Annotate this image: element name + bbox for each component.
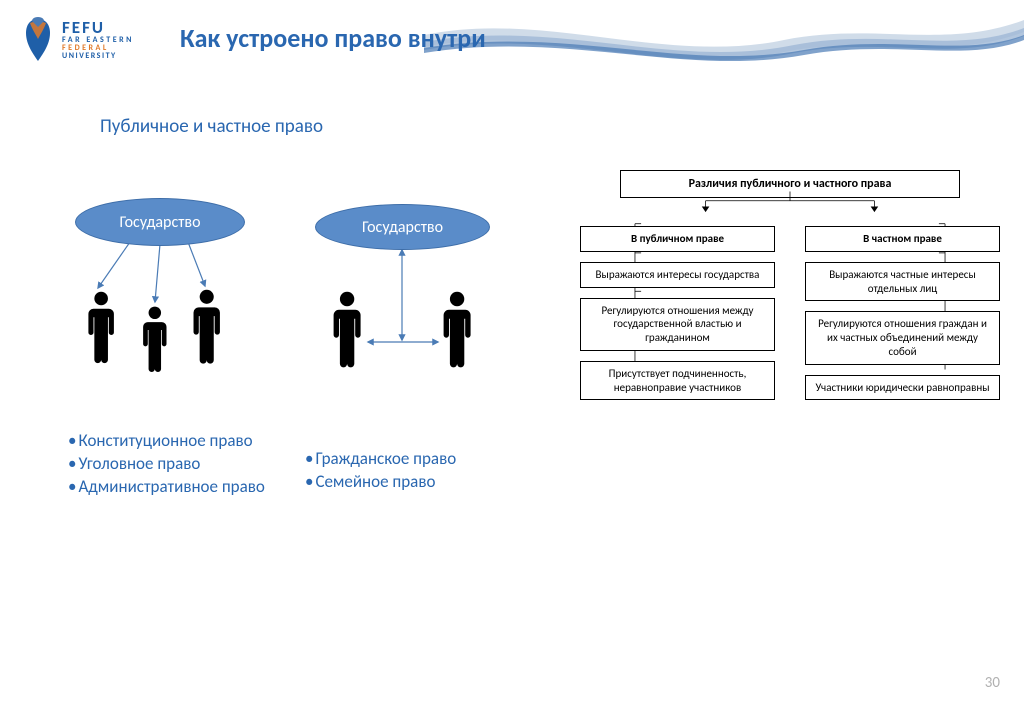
person-icon xyxy=(85,290,117,365)
flowchart-col-header: В публичном праве xyxy=(580,226,775,252)
flowchart-box: Регулируются отношения граждан и их част… xyxy=(805,311,1000,364)
ellipse-state-left: Государство xyxy=(75,198,245,246)
bullet-item: Уголовное право xyxy=(68,453,265,476)
flowchart-box: Участники юридически равноправны xyxy=(805,375,1000,401)
flowchart: Различия публичного и частного права В п… xyxy=(580,170,1000,400)
flowchart-col-header: В частном праве xyxy=(805,226,1000,252)
person-icon xyxy=(190,288,223,365)
flowchart-box: Присутствует подчиненность, неравноправи… xyxy=(580,361,775,401)
person-icon xyxy=(140,305,170,374)
bullets-public-law: Конституционное правоУголовное правоАдми… xyxy=(68,430,265,499)
bullet-item: Конституционное право xyxy=(68,430,265,453)
bullet-item: Семейное право xyxy=(305,471,456,494)
ellipse-state-left-label: Государство xyxy=(119,213,200,232)
logo: FEFU FAR EASTERN FEDERAL UNIVERSITY xyxy=(20,15,134,63)
header-wave xyxy=(424,0,1024,90)
diagram-area: Государство Государство xyxy=(60,180,540,410)
page-number: 30 xyxy=(985,674,1000,692)
ellipse-state-right-label: Государство xyxy=(362,218,443,237)
flowchart-box: Выражаются частные интересы отдельных ли… xyxy=(805,262,1000,302)
logo-line3: UNIVERSITY xyxy=(62,52,134,60)
bullet-item: Административное право xyxy=(68,476,265,499)
bullets-private-law: Гражданское правоСемейное право xyxy=(305,448,456,494)
flowchart-box: Выражаются интересы государства xyxy=(580,262,775,288)
bullet-item: Гражданское право xyxy=(305,448,456,471)
slide-subtitle: Публичное и частное право xyxy=(100,115,323,138)
ellipse-state-right: Государство xyxy=(315,204,490,250)
logo-mark xyxy=(20,15,56,63)
person-icon xyxy=(440,290,474,369)
flowchart-title: Различия публичного и частного права xyxy=(620,170,960,198)
flowchart-col-public: В публичном праве Выражаются интересы гос… xyxy=(580,226,775,400)
logo-acronym: FEFU xyxy=(62,19,134,36)
flowchart-box: Регулируются отношения между государстве… xyxy=(580,298,775,351)
person-icon xyxy=(330,290,364,369)
slide-title: Как устроено право внутри xyxy=(180,22,486,54)
flowchart-col-private: В частном праве Выражаются частные интере… xyxy=(805,226,1000,400)
